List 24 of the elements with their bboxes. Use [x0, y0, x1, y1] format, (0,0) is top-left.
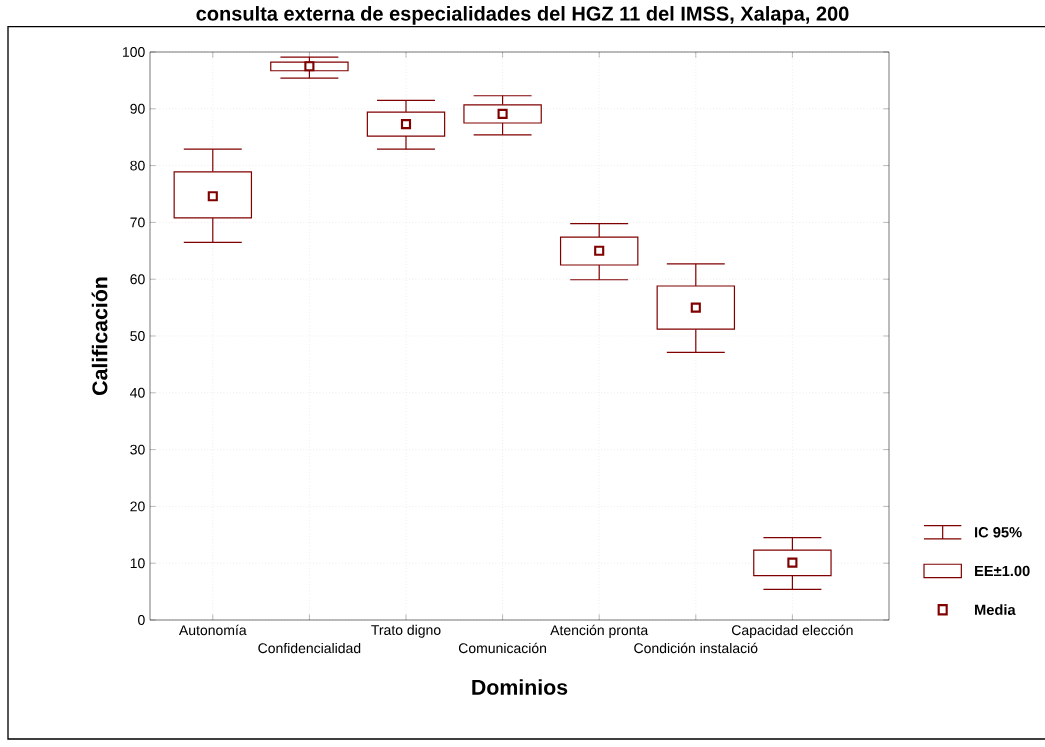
y-tick-label: 0: [138, 615, 145, 625]
y-tick-label: 20: [130, 501, 145, 512]
y-tick-label: 90: [130, 103, 145, 114]
chart-title: consulta externa de especialidades del HGZ 11 del IMSS, Xalapa, 200: [196, 6, 849, 25]
text: EE±1.00: [975, 565, 1030, 577]
text: Media: [975, 604, 1016, 615]
x-tick-label: Trato digno: [371, 624, 441, 638]
x-axis-title: Dominios: [472, 679, 568, 695]
x-tick-label: Condición instalació: [634, 642, 758, 654]
x-tick-label: Autonomía: [178, 624, 247, 636]
y-tick-label: 80: [130, 160, 145, 171]
y-tick-label: 70: [130, 217, 145, 228]
x-tick-label: Capacidad elección: [732, 624, 853, 638]
y-tick-label: 50: [130, 331, 145, 341]
y-axis-title: Calificación: [91, 277, 108, 395]
y-tick-label: 10: [130, 558, 145, 569]
y-tick-label: 40: [130, 387, 145, 398]
x-tick-label: Confidencialidad: [258, 642, 361, 654]
y-tick-label: 30: [130, 444, 145, 455]
y-tick-label: 100: [123, 47, 145, 57]
x-tick-label: Atención pronta: [550, 624, 649, 638]
y-tick-label: 60: [130, 274, 145, 285]
x-tick-label: Comunicación: [458, 642, 547, 654]
text: IC 95%: [975, 527, 1022, 538]
